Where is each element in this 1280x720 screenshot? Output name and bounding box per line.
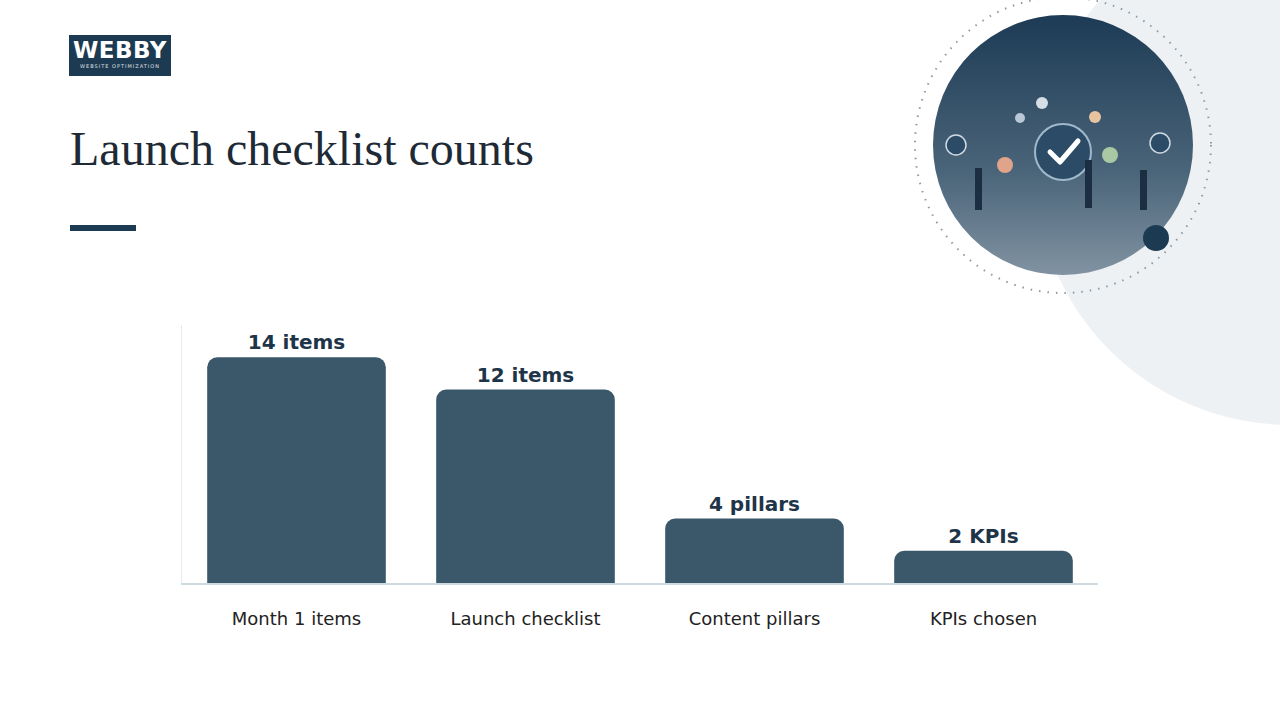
svg-text:2 KPIs: 2 KPIs [948,524,1018,548]
svg-text:Month 1 items: Month 1 items [232,608,361,629]
svg-text:4 pillars: 4 pillars [709,492,800,516]
svg-text:14 items: 14 items [248,330,346,354]
svg-text:Launch checklist counts: Launch checklist counts [70,122,534,175]
html-text:WEBBY: WEBBY [73,37,167,63]
svg-text:Content pillars: Content pillars [689,608,821,629]
svg-text:Launch checklist: Launch checklist [450,608,600,629]
svg-text:KPIs chosen: KPIs chosen [930,608,1037,629]
html-text:WEBSITE OPTIMIZATION: WEBSITE OPTIMIZATION [80,63,160,69]
svg-text:12 items: 12 items [477,363,575,387]
